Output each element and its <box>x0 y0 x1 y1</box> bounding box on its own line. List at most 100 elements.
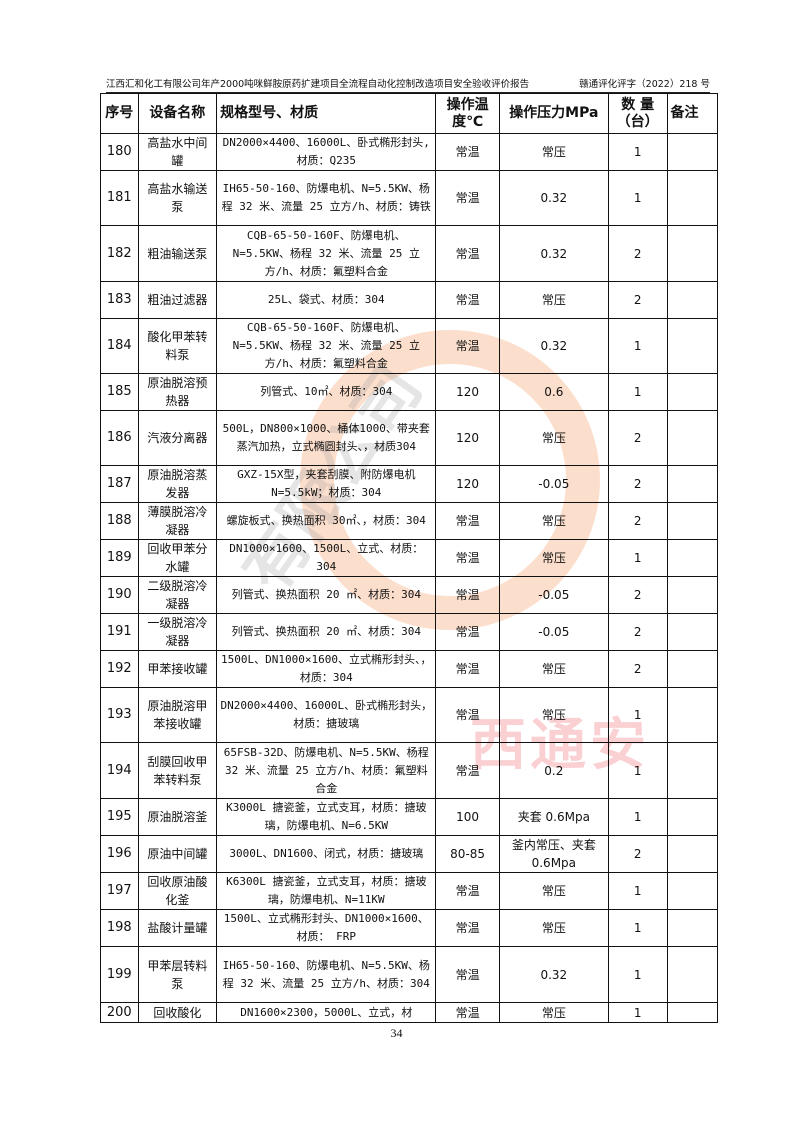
cell-spec: IH65-50-160、防爆电机、N=5.5KW、杨程 32 米、流量 25 立… <box>216 946 437 1003</box>
cell-qty: 2 <box>607 576 668 614</box>
cell-qty: 2 <box>607 835 668 873</box>
cell-no: 199 <box>100 946 139 1003</box>
cell-temp: 常温 <box>435 539 500 577</box>
cell-temp: 120 <box>435 373 500 411</box>
cell-pressure: 常压 <box>498 133 609 171</box>
cell-no: 183 <box>100 281 139 319</box>
cell-name: 甲苯接收罐 <box>137 650 218 688</box>
cell-note <box>666 650 718 688</box>
table-row: 192 甲苯接收罐 1500L、DN1000×1600、立式椭形封头、，材质：304… <box>100 650 718 688</box>
cell-name: 一级脱溶冷凝器 <box>137 613 218 651</box>
cell-no: 185 <box>100 373 139 411</box>
cell-spec: CQB-65-50-160F、防爆电机、N=5.5KW、杨程 32 米、流量 2… <box>216 225 437 282</box>
table-row: 182 粗油输送泵 CQB-65-50-160F、防爆电机、N=5.5KW、杨程 3… <box>100 225 718 282</box>
cell-temp: 100 <box>435 798 500 836</box>
cell-note <box>666 909 718 947</box>
cell-name: 回收甲苯分水罐 <box>137 539 218 577</box>
cell-pressure: 0.32 <box>498 225 609 282</box>
cell-qty: 1 <box>607 1002 668 1023</box>
table-row: 186 汽液分离器 500L，DN800×1000、桶体1000、带夹套蒸汽加热，立… <box>100 410 718 466</box>
cell-pressure: 常压 <box>498 410 609 466</box>
cell-pressure: 0.6 <box>498 373 609 411</box>
cell-spec: 25L、袋式、材质：304 <box>216 281 437 319</box>
cell-spec: 列管式、10㎡、材质：304 <box>216 373 437 411</box>
cell-no: 189 <box>100 539 139 577</box>
cell-note <box>666 687 718 743</box>
cell-temp: 常温 <box>435 502 500 540</box>
table-row: 196 原油中间罐 3000L、DN1600、闭式，材质：搪玻璃 80-85 釜内常压、… <box>100 835 718 873</box>
cell-spec: IH65-50-160、防爆电机、N=5.5KW、杨程 32 米、流量 25 立… <box>216 170 437 226</box>
cell-pressure: 0.32 <box>498 946 609 1003</box>
cell-qty: 1 <box>607 170 668 226</box>
cell-note <box>666 410 718 466</box>
col-header-spec: 规格型号、材质 <box>216 93 437 134</box>
table-row: 183 粗油过滤器 25L、袋式、材质：304 常温 常压 2 <box>100 281 718 319</box>
col-header-temp: 操作温度℃ <box>435 93 500 134</box>
col-header-name: 设备名称 <box>137 93 218 134</box>
table-row: 194 刮膜回收甲苯转料泵 65FSB-32D、防爆电机、N=5.5KW、杨程 32… <box>100 742 718 799</box>
cell-no: 192 <box>100 650 139 688</box>
table-row: 180 高盐水中间罐 DN2000×4400、16000L、卧式椭形封头,材质：Q2… <box>100 133 718 171</box>
col-header-note: 备注 <box>666 93 718 134</box>
cell-note <box>666 613 718 651</box>
cell-qty: 2 <box>607 502 668 540</box>
cell-pressure: 常压 <box>498 909 609 947</box>
table-row: 193 原油脱溶甲苯接收罐 DN2000×4400、16000L、卧式椭形封头，材质… <box>100 687 718 743</box>
cell-note <box>666 798 718 836</box>
table-row: 195 原油脱溶釜 K3000L 搪瓷釜，立式支耳，材质：搪玻璃，防爆电机、N=6.… <box>100 798 718 836</box>
cell-pressure: 夹套 0.6Mpa <box>498 798 609 836</box>
table-row: 187 原油脱溶蒸发器 GXZ-15X型，夹套刮膜、附防爆电机 N=5.5kW；材质… <box>100 465 718 503</box>
cell-qty: 2 <box>607 225 668 282</box>
cell-pressure: 常压 <box>498 687 609 743</box>
cell-name: 二级脱溶冷凝器 <box>137 576 218 614</box>
cell-temp: 常温 <box>435 872 500 910</box>
cell-temp: 常温 <box>435 281 500 319</box>
table-header-row: 序号 设备名称 规格型号、材质 操作温度℃ 操作压力MPa 数 量（台） 备注 <box>100 93 718 134</box>
table-row: 198 盐酸计量罐 1500L、立式椭形封头、DN1000×1600、材质： FRP… <box>100 909 718 947</box>
cell-spec: DN2000×4400、16000L、卧式椭形封头,材质：Q235 <box>216 133 437 171</box>
cell-name: 原油中间罐 <box>137 835 218 873</box>
cell-pressure: 0.32 <box>498 318 609 374</box>
cell-temp: 常温 <box>435 613 500 651</box>
cell-spec: 65FSB-32D、防爆电机、N=5.5KW、杨程 32 米、流量 25 立方/… <box>216 742 437 799</box>
cell-qty: 1 <box>607 318 668 374</box>
cell-spec: K3000L 搪瓷釜，立式支耳，材质：搪玻璃，防爆电机、N=6.5KW <box>216 798 437 836</box>
cell-note <box>666 281 718 319</box>
cell-temp: 常温 <box>435 318 500 374</box>
cell-note <box>666 373 718 411</box>
cell-temp: 常温 <box>435 576 500 614</box>
table-row: 200 回收酸化 DN1600×2300，5000L、立式，材 常温 常压 1 <box>100 1002 718 1023</box>
cell-pressure: 0.2 <box>498 742 609 799</box>
cell-pressure: -0.05 <box>498 576 609 614</box>
cell-note <box>666 133 718 171</box>
table-row: 190 二级脱溶冷凝器 列管式、换热面积 20 ㎡、材质：304 常温 -0.05 2 <box>100 576 718 614</box>
cell-name: 粗油过滤器 <box>137 281 218 319</box>
cell-name: 汽液分离器 <box>137 410 218 466</box>
cell-qty: 2 <box>607 465 668 503</box>
cell-pressure: 常压 <box>498 1002 609 1023</box>
cell-note <box>666 1002 718 1023</box>
cell-temp: 常温 <box>435 1002 500 1023</box>
report-title: 江西汇和化工有限公司年产2000吨咪鲜胺原药扩建项目全流程自动化控制改造项目安全… <box>106 79 530 90</box>
cell-qty: 2 <box>607 650 668 688</box>
cell-no: 180 <box>100 133 139 171</box>
cell-name: 回收原油酸化釜 <box>137 872 218 910</box>
cell-name: 刮膜回收甲苯转料泵 <box>137 742 218 799</box>
cell-note <box>666 318 718 374</box>
cell-no: 194 <box>100 742 139 799</box>
document-number: 赣通评化评字（2022）218 号 <box>579 79 710 90</box>
cell-qty: 1 <box>607 133 668 171</box>
table-row: 185 原油脱溶预热器 列管式、10㎡、材质：304 120 0.6 1 <box>100 373 718 411</box>
table-row: 197 回收原油酸化釜 K6300L 搪瓷釜，立式支耳，材质：搪玻璃，防爆电机、N=… <box>100 872 718 910</box>
cell-spec: 1500L、立式椭形封头、DN1000×1600、材质： FRP <box>216 909 437 947</box>
cell-qty: 1 <box>607 373 668 411</box>
cell-qty: 1 <box>607 687 668 743</box>
cell-note <box>666 835 718 873</box>
cell-no: 187 <box>100 465 139 503</box>
table-row: 189 回收甲苯分水罐 DN1000×1600、1500L、立式、材质：304 常温常… <box>100 539 718 577</box>
cell-pressure: 常压 <box>498 872 609 910</box>
cell-spec: 3000L、DN1600、闭式，材质：搪玻璃 <box>216 835 437 873</box>
cell-qty: 1 <box>607 872 668 910</box>
cell-spec: GXZ-15X型，夹套刮膜、附防爆电机 N=5.5kW；材质：304 <box>216 465 437 503</box>
cell-name: 高盐水输送泵 <box>137 170 218 226</box>
